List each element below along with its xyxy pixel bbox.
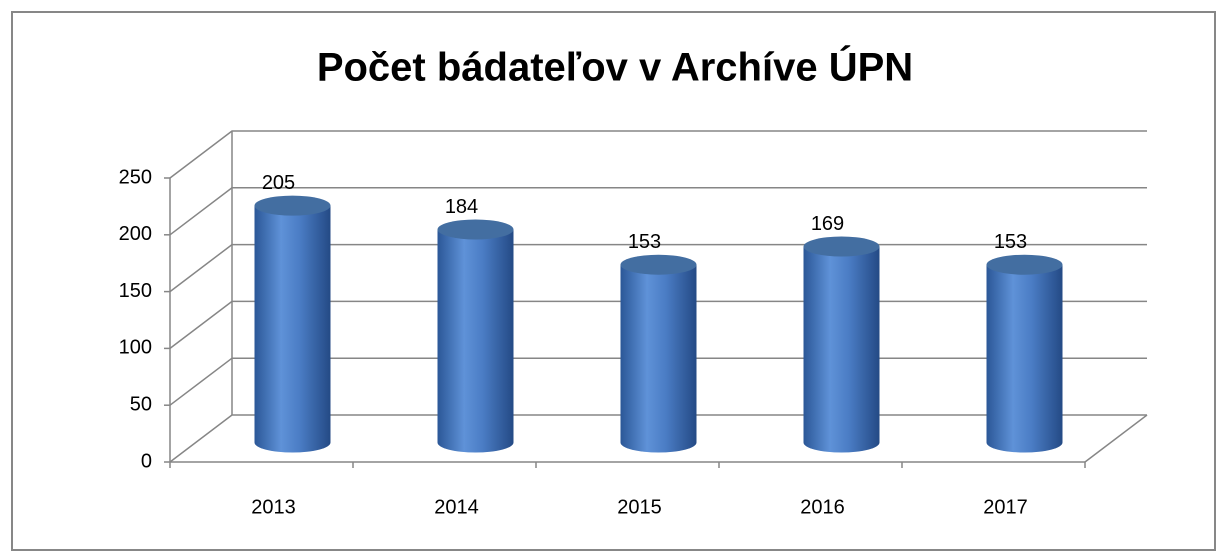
bar bbox=[437, 229, 514, 453]
bar-top bbox=[986, 254, 1063, 275]
data-label: 153 bbox=[994, 231, 1027, 253]
y-tick-label: 150 bbox=[119, 280, 152, 302]
y-tick-label: 0 bbox=[141, 450, 152, 472]
data-label: 184 bbox=[445, 196, 478, 218]
y-tick-label: 100 bbox=[119, 337, 152, 359]
y-tick-label: 250 bbox=[119, 166, 152, 188]
x-tick-label: 2016 bbox=[800, 496, 845, 518]
grid-line bbox=[169, 130, 1147, 179]
x-tick-label: 2017 bbox=[983, 496, 1028, 518]
data-label: 205 bbox=[262, 172, 295, 194]
y-tick-label: 200 bbox=[119, 223, 152, 245]
bar bbox=[254, 205, 331, 453]
data-label: 169 bbox=[811, 213, 844, 235]
y-tick-label: 50 bbox=[130, 393, 152, 415]
bar bbox=[803, 246, 880, 453]
bar-top bbox=[437, 219, 514, 240]
bar-top bbox=[254, 195, 331, 216]
bar-top bbox=[620, 254, 697, 275]
bar bbox=[986, 264, 1063, 453]
grid-line bbox=[169, 187, 1147, 236]
bar bbox=[620, 264, 697, 453]
x-tick-label: 2014 bbox=[434, 496, 479, 518]
data-label: 153 bbox=[628, 231, 661, 253]
bar-top bbox=[803, 236, 880, 257]
x-tick-label: 2013 bbox=[251, 496, 296, 518]
floor-edge bbox=[1084, 414, 1148, 463]
x-tick-label: 2015 bbox=[617, 496, 662, 518]
chart-title: Počet bádateľov v Archíve ÚPN bbox=[317, 44, 913, 90]
